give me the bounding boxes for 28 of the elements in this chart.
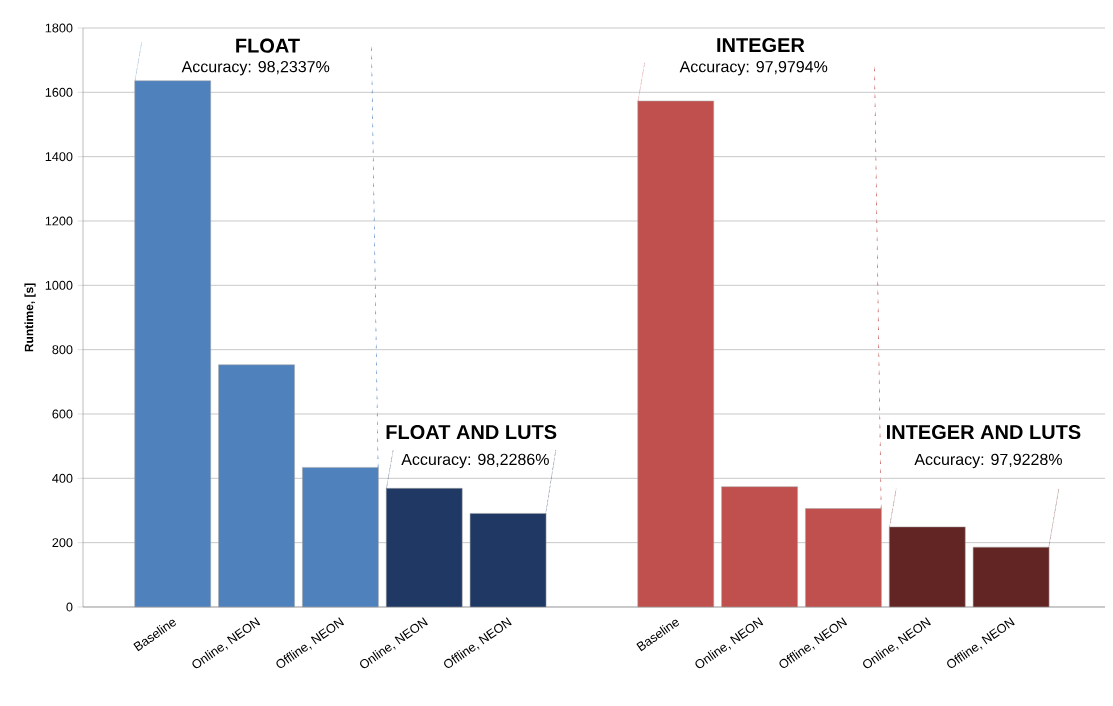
y-tick-label: 200 (52, 538, 73, 548)
annotation: INTEGER AND LUTS (887, 424, 1081, 440)
bar (469, 513, 547, 608)
annotation: Accuracy: 98,2286% (401, 453, 549, 469)
bar (134, 80, 211, 608)
bar (302, 467, 379, 608)
bar (385, 488, 463, 608)
bar (972, 546, 1050, 608)
bar (888, 526, 966, 608)
annotation: FLOAT AND LUTS (386, 424, 557, 440)
annotation: Accuracy: 97,9228% (914, 453, 1062, 469)
y-tick-label: 0 (66, 602, 73, 612)
y-tick-label: 1400 (45, 152, 73, 162)
bar (721, 486, 798, 608)
y-tick-label: 800 (52, 345, 73, 355)
y-tick-label: 1200 (45, 216, 73, 226)
annotation: INTEGER (717, 37, 805, 53)
y-tick-label: 400 (52, 473, 73, 483)
y-tick-label: 1600 (45, 87, 73, 97)
y-tick-label: 1800 (45, 23, 73, 33)
annotation: FLOAT (236, 38, 300, 53)
y-tick-label: 1000 (45, 280, 73, 290)
bar (637, 100, 715, 608)
y-tick-label: 600 (52, 409, 73, 419)
annotation: Accuracy: 98,2337% (181, 60, 330, 76)
bar (218, 364, 295, 608)
y-axis-title: Runtime, [s] (24, 283, 36, 352)
annotation: Accuracy: 97,9794% (679, 60, 828, 76)
